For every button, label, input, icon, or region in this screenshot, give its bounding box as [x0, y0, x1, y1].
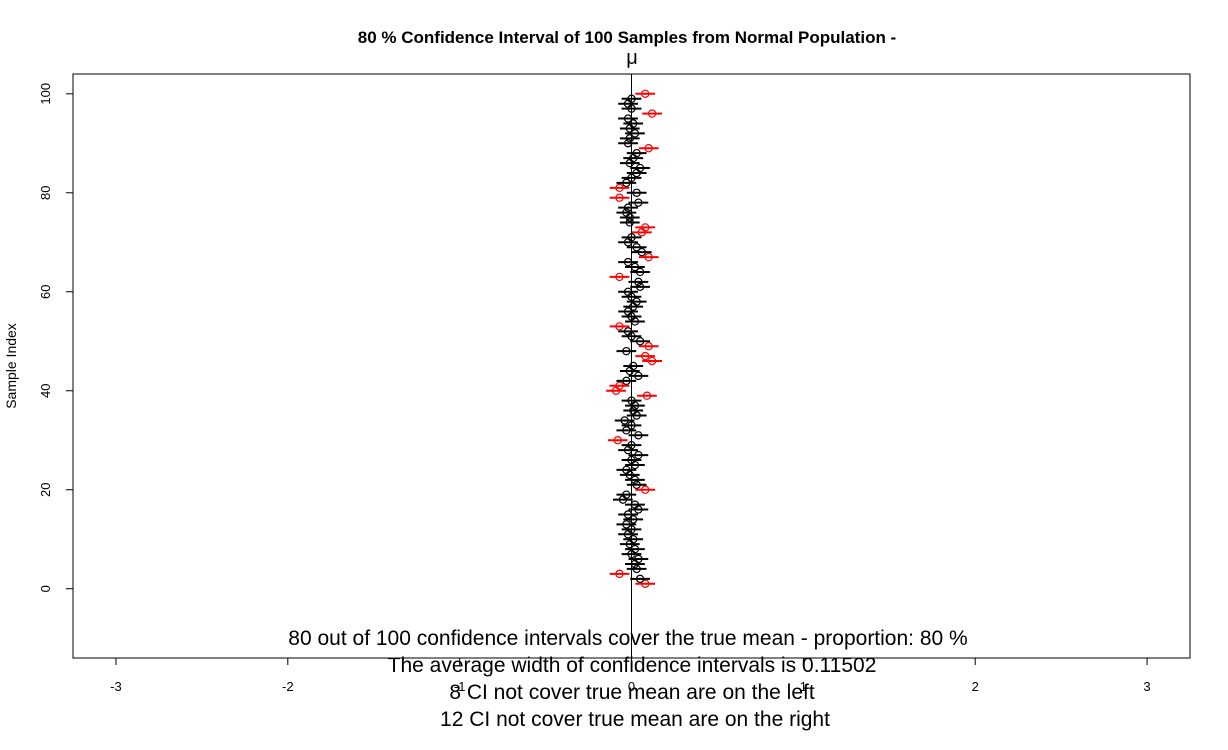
y-axis-label: Sample Index [3, 323, 19, 409]
sample-mean-point-21 [632, 480, 641, 489]
sample-mean-point-69 [632, 243, 641, 252]
sample-mean-point-33 [627, 421, 636, 430]
right-miss-note: 12 CI not cover true mean are on the rig… [440, 708, 830, 731]
x-tick-label: -1 [454, 679, 466, 694]
sample-mean-point-76 [622, 208, 631, 217]
sample-mean-point-95 [623, 114, 633, 123]
x-tick-label: -3 [110, 679, 122, 694]
sample-mean-point-47 [641, 351, 650, 361]
sample-mean-point-27 [634, 450, 643, 460]
sample-mean-point-49 [644, 342, 653, 351]
sample-mean-point-80 [632, 188, 641, 197]
y-axis: 0 20 40 60 80 100 [38, 83, 73, 592]
sample-mean-point-52 [623, 327, 633, 336]
y-tick-label: 60 [38, 285, 53, 299]
sample-mean-point-45 [629, 361, 638, 371]
sample-mean-point-91 [625, 134, 634, 143]
x-tick-label: 2 [972, 679, 979, 694]
sample-mean-point-8 [630, 544, 640, 554]
sample-mean-point-26 [627, 455, 636, 465]
average-width-note: The average width of confidence interval… [388, 654, 877, 677]
sample-mean-point-67 [644, 252, 653, 262]
sample-mean-point-66 [623, 257, 633, 267]
sample-mean-point-1 [641, 579, 650, 588]
sample-mean-point-56 [623, 307, 633, 316]
sample-mean-point-41 [615, 381, 624, 390]
left-miss-note: 8 CI not cover true mean are on the left [449, 681, 815, 704]
sample-mean-point-12 [627, 525, 636, 534]
sample-mean-point-62 [634, 277, 643, 287]
sample-mean-point-58 [632, 297, 641, 306]
x-tick-label: 3 [1143, 679, 1150, 694]
sample-mean-point-81 [615, 183, 624, 193]
sample-mean-point-29 [627, 440, 636, 450]
sample-mean-point-43 [634, 371, 643, 381]
y-tick-label: 0 [38, 585, 53, 592]
sample-mean-point-6 [634, 554, 643, 564]
sample-mean-point-65 [630, 262, 640, 272]
sample-mean-point-48 [622, 346, 631, 356]
y-tick-label: 100 [38, 83, 53, 105]
x-axis: -3 -2 -1 0 1 2 3 [110, 658, 1151, 694]
sample-mean-point-22 [630, 475, 640, 485]
sample-mean-point-63 [615, 272, 624, 282]
sample-mean-point-82 [622, 178, 631, 188]
y-tick-label: 20 [38, 482, 53, 496]
sample-mean-point-73 [641, 223, 650, 232]
sample-mean-point-68 [637, 247, 647, 257]
sample-mean-point-53 [615, 322, 624, 331]
sample-mean-point-100 [641, 89, 650, 98]
sample-mean-point-79 [615, 193, 624, 202]
sample-mean-point-60 [623, 287, 633, 296]
sample-mean-point-42 [622, 376, 631, 386]
sample-mean-point-78 [634, 198, 643, 207]
sample-mean-point-89 [644, 144, 653, 153]
sample-mean-point-24 [622, 465, 631, 475]
sample-mean-point-96 [647, 109, 657, 118]
sample-mean-point-14 [629, 515, 638, 524]
coverage-summary: 80 out of 100 confidence intervals cover… [288, 627, 967, 650]
sample-mean-point-77 [623, 203, 633, 212]
sample-mean-point-50 [635, 337, 645, 346]
sample-mean-point-30 [613, 436, 622, 445]
sample-mean-point-15 [623, 510, 633, 519]
sample-mean-point-39 [642, 391, 652, 400]
sample-mean-point-31 [634, 431, 643, 440]
sample-mean-point-92 [630, 129, 640, 138]
y-tick-label: 80 [38, 186, 53, 200]
x-tick-label: 0 [628, 679, 635, 694]
sample-mean-point-88 [632, 148, 641, 158]
sample-mean-point-17 [630, 500, 640, 509]
sample-mean-point-13 [622, 520, 631, 529]
x-tick-label: -2 [282, 679, 294, 694]
sample-mean-point-64 [635, 267, 645, 277]
true-mean-label: μ [626, 47, 638, 69]
sample-mean-point-90 [623, 139, 633, 148]
sample-mean-point-74 [625, 218, 634, 227]
sample-mean-point-2 [635, 574, 645, 584]
sample-mean-point-85 [635, 163, 645, 173]
sample-mean-point-19 [622, 490, 631, 499]
sample-mean-point-99 [627, 94, 636, 103]
chart-title: 80 % Confidence Interval of 100 Samples … [358, 28, 896, 47]
y-tick-label: 40 [38, 384, 53, 398]
sample-mean-point-46 [647, 356, 657, 366]
sample-mean-point-10 [629, 535, 638, 544]
sample-mean-point-71 [627, 233, 636, 242]
confidence-intervals [606, 89, 663, 588]
sample-mean-point-36 [629, 406, 638, 415]
sample-mean-point-61 [635, 282, 645, 292]
sample-mean-point-94 [629, 119, 638, 128]
sample-mean-point-3 [615, 569, 624, 579]
x-tick-label: 1 [800, 679, 807, 694]
sample-mean-point-34 [620, 416, 629, 425]
sample-mean-point-4 [632, 564, 641, 574]
sample-mean-point-20 [641, 485, 650, 494]
sample-mean-point-38 [627, 396, 636, 405]
sample-mean-point-83 [627, 173, 636, 183]
sample-mean-point-32 [622, 426, 631, 435]
